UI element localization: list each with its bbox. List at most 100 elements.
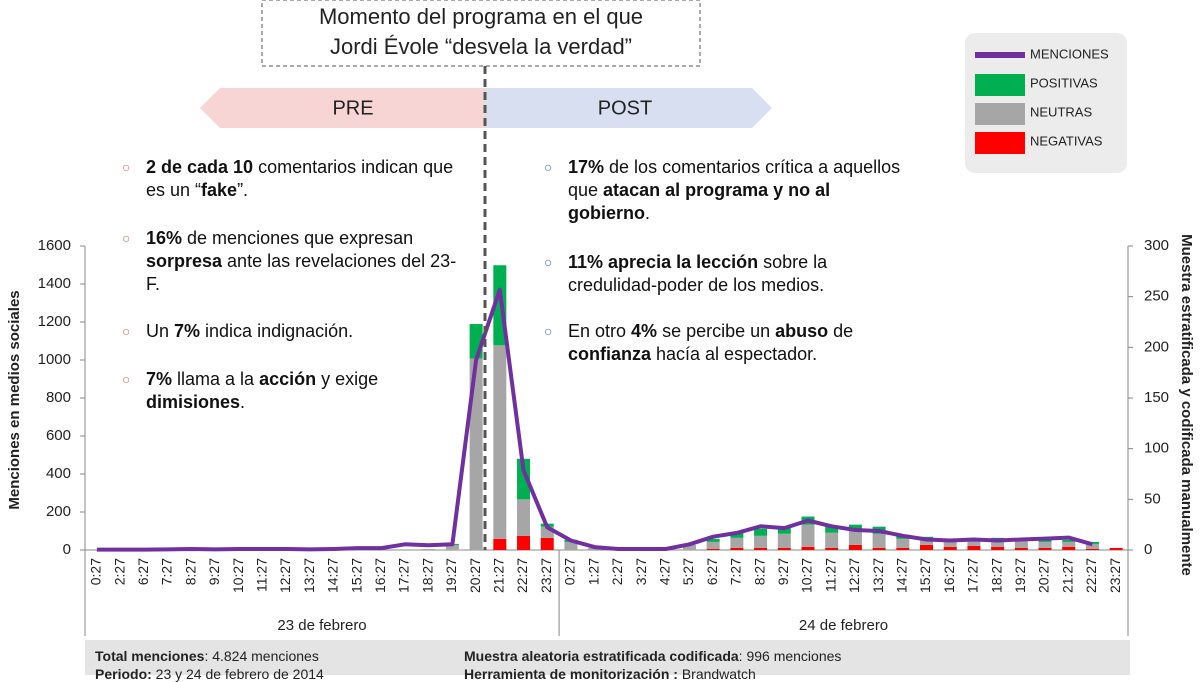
bar-segment — [1014, 540, 1028, 548]
x-tick-label: 22:27 — [514, 558, 530, 593]
bullet: ○ 11% aprecia la lección sobre la creduli… — [544, 251, 908, 297]
legend-label: NEGATIVAS — [1030, 133, 1103, 148]
bullet-text: 17% — [568, 157, 605, 177]
bar-segment — [1038, 547, 1052, 550]
y2-tick-label: 50 — [1144, 490, 1161, 507]
bar-segment — [943, 546, 957, 550]
bullet-text: . — [645, 203, 651, 223]
footer-value: 23 y 24 de febrero de 2014 — [151, 666, 324, 682]
x-tick-label: 16:27 — [372, 558, 388, 593]
bar-segment — [991, 546, 1005, 550]
y-tick-label: 200 — [46, 503, 71, 520]
x-tick-label: 10:27 — [799, 558, 815, 593]
bullet-marker: ○ — [544, 159, 553, 175]
annotation-box — [261, 0, 701, 67]
bullet-text: fake — [201, 180, 238, 200]
bullet-text: sobre la credulidad-poder de los medios. — [568, 252, 828, 295]
footer-item: Muestra aleatoria estratificada codifica… — [464, 648, 841, 664]
x-tick-label: 21:27 — [491, 558, 507, 593]
bullet-text: atacan al programa y no al gobierno — [568, 180, 831, 223]
bullet-text: Un — [146, 321, 175, 341]
bullet-text: 7% — [174, 321, 201, 341]
y-tick-label: 1200 — [38, 313, 71, 330]
bar-segment — [825, 525, 839, 533]
x-tick-label: 20:27 — [1036, 558, 1052, 593]
bar-segment — [1109, 547, 1123, 550]
bullet-text: 7% — [146, 369, 173, 389]
bar-segment — [517, 499, 531, 536]
bar-segment — [517, 535, 531, 550]
line — [96, 287, 1093, 552]
x-tick-label: 9:27 — [206, 558, 222, 585]
bullet-text: llama a la — [172, 369, 260, 389]
bullet-text: En otro — [568, 321, 632, 341]
bar-segment — [730, 547, 744, 550]
x-tick-label: 7:27 — [159, 558, 175, 585]
x-tick-label: 17:27 — [965, 558, 981, 593]
bullet-text: 16% — [146, 228, 183, 248]
bar-segment — [422, 548, 436, 550]
bar-segment — [754, 528, 768, 536]
y2-axis-title: Muestra estratificada y codificada manua… — [1178, 234, 1195, 576]
bar-segment — [706, 548, 720, 550]
y2-tick-label: 300 — [1144, 237, 1169, 254]
footer-value: : 4.824 menciones — [204, 648, 319, 664]
y2-tick-label: 200 — [1144, 338, 1169, 355]
bar-segment — [777, 547, 791, 550]
y2-tick-label: 100 — [1144, 440, 1169, 457]
bullet-text: comentarios indican que es un “ — [146, 157, 454, 200]
bullet-text: acción — [259, 369, 317, 389]
bar-segment — [967, 540, 981, 546]
pre-arrow — [200, 88, 485, 128]
x-tick-label: 21:27 — [1059, 558, 1075, 593]
bar-segment — [754, 535, 768, 548]
bullet: ○ Un 7% indica indignación. — [122, 320, 461, 343]
bullet-marker: ○ — [544, 323, 553, 339]
x-tick-label: 18:27 — [988, 558, 1004, 593]
legend-swatch — [975, 103, 1025, 125]
bullet-text: abuso — [775, 321, 829, 341]
x-tick-label: 10:27 — [230, 558, 246, 593]
y-tick-label: 0 — [63, 541, 71, 558]
post-arrow — [485, 88, 772, 128]
x-tick-label: 0:27 — [88, 558, 104, 585]
x-tick-label: 19:27 — [443, 558, 459, 593]
x-tick-label: 9:27 — [775, 558, 791, 585]
footer-label: Herramienta de monitorización : — [464, 666, 678, 682]
bar-segment — [730, 537, 744, 548]
bar-segment — [801, 546, 815, 550]
x-group-label: 24 de febrero — [799, 617, 888, 634]
x-tick-label: 22:27 — [1083, 558, 1099, 593]
phase-label: PRE — [332, 97, 373, 119]
phase-label: POST — [598, 97, 652, 119]
bar-segment — [564, 541, 578, 550]
bullet-text: hacía al espectador. — [651, 344, 818, 364]
bar-segment — [896, 547, 910, 550]
bullet-text: de menciones que expresan — [182, 228, 414, 248]
x-tick-label: 4:27 — [656, 558, 672, 585]
bullet: ○ 17% de los comentarios crítica a aquell… — [544, 156, 908, 225]
bar-segment — [777, 533, 791, 548]
x-tick-label: 20:27 — [467, 558, 483, 593]
bullet-text: dimisiones — [146, 392, 241, 412]
legend-label: NEUTRAS — [1030, 104, 1092, 119]
bullet-text: . — [240, 392, 246, 412]
bar-segment — [469, 358, 483, 550]
x-tick-label: 0:27 — [562, 558, 578, 585]
x-tick-label: 7:27 — [728, 558, 744, 585]
bar-segment — [920, 538, 934, 545]
x-tick-label: 14:27 — [894, 558, 910, 593]
x-tick-label: 8:27 — [182, 558, 198, 585]
x-tick-label: 19:27 — [1012, 558, 1028, 593]
footer-value: Brandwatch — [677, 666, 756, 682]
footer-item: Periodo: 23 y 24 de febrero de 2014 — [95, 666, 324, 682]
bullet-text: se percibe un — [657, 321, 776, 341]
x-tick-label: 13:27 — [870, 558, 886, 593]
bullet-text: confianza — [568, 344, 652, 364]
bar-segment — [920, 544, 934, 550]
x-tick-label: 23:27 — [538, 558, 554, 593]
x-tick-label: 12:27 — [846, 558, 862, 593]
bar-segment — [991, 539, 1005, 547]
bar-segment — [1085, 543, 1099, 549]
